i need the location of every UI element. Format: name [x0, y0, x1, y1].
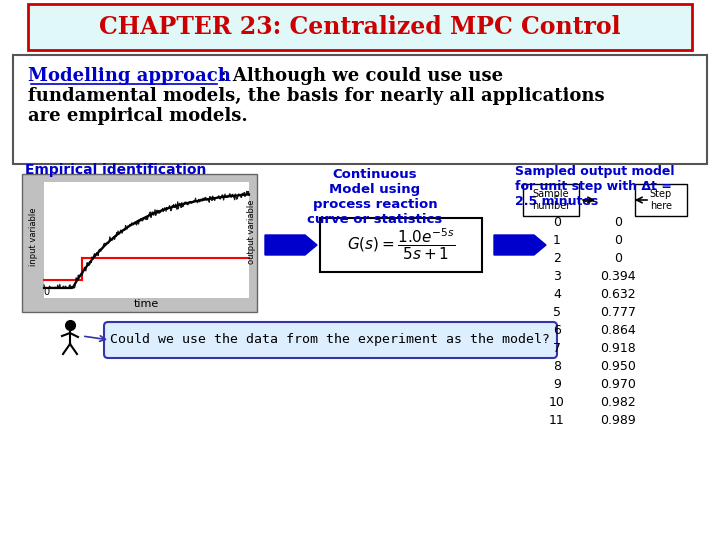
Text: 0: 0 [614, 253, 622, 266]
Text: 0.632: 0.632 [600, 288, 636, 301]
Bar [22, 174, 257, 312]
FancyBboxPatch shape [320, 218, 482, 272]
Text: 1: 1 [553, 234, 561, 247]
Text: 0: 0 [614, 234, 622, 247]
FancyBboxPatch shape [13, 55, 707, 164]
Text: 4: 4 [553, 288, 561, 301]
Text: Sample
number: Sample number [532, 189, 570, 211]
Text: Empirical identification: Empirical identification [25, 163, 207, 177]
Text: 0.989: 0.989 [600, 415, 636, 428]
Text: Modelling approach: Modelling approach [28, 67, 231, 85]
Bar [44, 182, 249, 298]
Text: $G(s) = \dfrac{1.0e^{-5s}}{5s+1}$: $G(s) = \dfrac{1.0e^{-5s}}{5s+1}$ [347, 226, 455, 262]
FancyBboxPatch shape [523, 184, 579, 216]
Text: 0: 0 [43, 287, 49, 297]
Text: 11: 11 [549, 415, 565, 428]
Text: 5: 5 [553, 307, 561, 320]
Text: 9: 9 [553, 379, 561, 392]
Text: 2: 2 [553, 253, 561, 266]
Text: 10: 10 [549, 396, 565, 409]
FancyArrow shape [494, 235, 546, 255]
Text: 0.394: 0.394 [600, 271, 636, 284]
Text: time: time [133, 299, 158, 309]
Text: input variable: input variable [29, 208, 37, 266]
FancyBboxPatch shape [28, 4, 692, 50]
Text: 6: 6 [553, 325, 561, 338]
Text: Step
here: Step here [650, 189, 672, 211]
Text: 0.970: 0.970 [600, 379, 636, 392]
Text: : Although we could use use: : Although we could use use [220, 67, 503, 85]
Text: 0.950: 0.950 [600, 361, 636, 374]
Text: 0.918: 0.918 [600, 342, 636, 355]
FancyArrow shape [265, 235, 317, 255]
FancyBboxPatch shape [635, 184, 687, 216]
Text: Sampled output model
for unit step with Δt =
2.5 minutes: Sampled output model for unit step with … [516, 165, 675, 208]
Text: CHAPTER 23: Centralized MPC Control: CHAPTER 23: Centralized MPC Control [99, 15, 621, 39]
Text: 0.982: 0.982 [600, 396, 636, 409]
Text: Could we use the data from the experiment as the model?: Could we use the data from the experimen… [110, 334, 550, 347]
Text: 7: 7 [553, 342, 561, 355]
Text: 8: 8 [553, 361, 561, 374]
Text: 3: 3 [553, 271, 561, 284]
Text: are empirical models.: are empirical models. [28, 107, 248, 125]
Text: 0: 0 [553, 217, 561, 230]
Text: 0: 0 [614, 217, 622, 230]
FancyBboxPatch shape [104, 322, 557, 358]
Text: output variable: output variable [246, 200, 256, 264]
Text: fundamental models, the basis for nearly all applications: fundamental models, the basis for nearly… [28, 87, 605, 105]
Text: Continuous
Model using
process reaction
curve or statistics: Continuous Model using process reaction … [307, 168, 443, 226]
Text: 0.864: 0.864 [600, 325, 636, 338]
Text: 0.777: 0.777 [600, 307, 636, 320]
